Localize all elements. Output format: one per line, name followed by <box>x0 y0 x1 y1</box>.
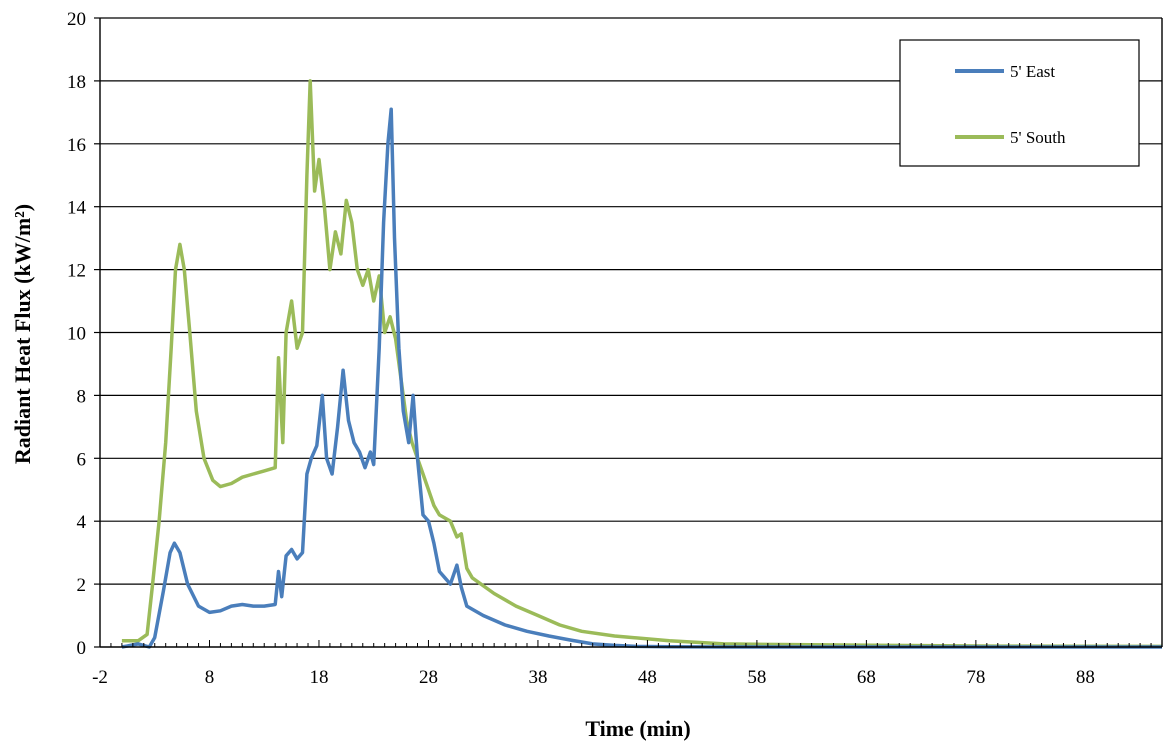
y-tick-label: 14 <box>67 198 87 219</box>
series-lines <box>121 79 1163 649</box>
y-tick-label: 12 <box>67 261 86 282</box>
series-line-east <box>121 107 1162 649</box>
y-tick-label: 0 <box>77 638 87 659</box>
x-tick-label: 28 <box>419 667 438 688</box>
y-tick-label: 10 <box>67 324 86 345</box>
x-tick-label: 88 <box>1076 667 1095 688</box>
legend-box <box>899 39 1140 167</box>
y-tick-labels: 0 2 4 6 8 10 12 14 16 18 20 <box>67 9 87 659</box>
y-tick-label: 18 <box>67 72 86 93</box>
y-tick-label: 6 <box>77 449 87 470</box>
x-tick-label: 38 <box>528 667 547 688</box>
y-tick-label: 8 <box>77 386 87 407</box>
x-tick-label: 78 <box>966 667 985 688</box>
series-line-south <box>121 79 1163 649</box>
y-tick-label: 16 <box>67 135 86 156</box>
legend-label-south: 5' South <box>1010 128 1066 147</box>
y-tick-label: 20 <box>67 9 86 30</box>
x-tick-label: 48 <box>638 667 657 688</box>
y-axis-title: Radiant Heat Flux (kW/m²) <box>10 204 35 464</box>
x-tick-label: 8 <box>205 667 215 688</box>
x-axis-title: Time (min) <box>585 716 690 741</box>
x-tick-labels: -2 8 18 28 38 48 58 68 78 88 <box>92 667 1095 688</box>
x-tick-label: 68 <box>857 667 876 688</box>
x-tick-label: -2 <box>92 667 108 688</box>
y-tick-label: 2 <box>77 575 87 596</box>
legend-label-east: 5' East <box>1010 62 1055 81</box>
axes <box>94 17 1163 648</box>
legend: 5' East 5' South <box>899 39 1140 167</box>
y-tick-label: 4 <box>77 512 87 533</box>
x-tick-label: 58 <box>747 667 766 688</box>
x-tick-label: 18 <box>309 667 328 688</box>
